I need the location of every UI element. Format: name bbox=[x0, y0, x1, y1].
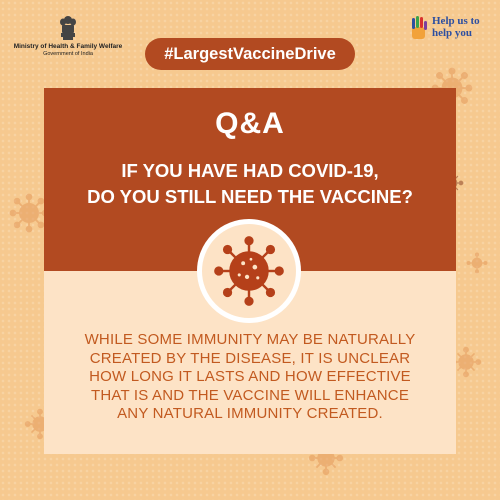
answer-line: ANY NATURAL IMMUNITY CREATED. bbox=[117, 405, 383, 422]
hashtag-badge: #LargestVaccineDrive bbox=[145, 38, 355, 70]
answer-line: CREATED BY THE DISEASE, IT IS UNCLEAR bbox=[89, 349, 411, 367]
qa-title: Q&A bbox=[215, 107, 285, 140]
help-hand-icon bbox=[412, 16, 427, 39]
question-line: IF YOU HAVE HAD COVID-19, bbox=[121, 160, 379, 181]
virus-icon bbox=[214, 236, 284, 306]
national-emblem-icon bbox=[60, 16, 76, 40]
help-us-logo: Help us to help you bbox=[410, 15, 486, 41]
government-name: Government of India bbox=[43, 51, 93, 57]
answer-line: HOW LONG IT LASTS AND HOW EFFECTIVE bbox=[89, 368, 411, 385]
virus-icon bbox=[450, 346, 482, 378]
question-text: IF YOU HAVE HAD COVID-19, DO YOU STILL N… bbox=[44, 158, 456, 210]
help-line1: Help us to bbox=[432, 15, 480, 27]
answer-line: THAT IS AND THE VACCINE WILL ENHANCE bbox=[90, 386, 410, 404]
ministry-logo: Ministry of Health & Family Welfare Gove… bbox=[8, 14, 128, 58]
question-line: DO YOU STILL NEED THE VACCINE? bbox=[87, 186, 413, 207]
help-line2: help you bbox=[432, 27, 473, 39]
virus-icon bbox=[466, 252, 488, 274]
answer-text: WHILE SOME IMMUNITY MAY BE NATURALLY CRE… bbox=[52, 331, 448, 424]
ministry-name: Ministry of Health & Family Welfare bbox=[13, 43, 123, 50]
virus-badge bbox=[197, 219, 301, 323]
answer-line: WHILE SOME IMMUNITY MAY BE NATURALLY bbox=[84, 331, 416, 348]
